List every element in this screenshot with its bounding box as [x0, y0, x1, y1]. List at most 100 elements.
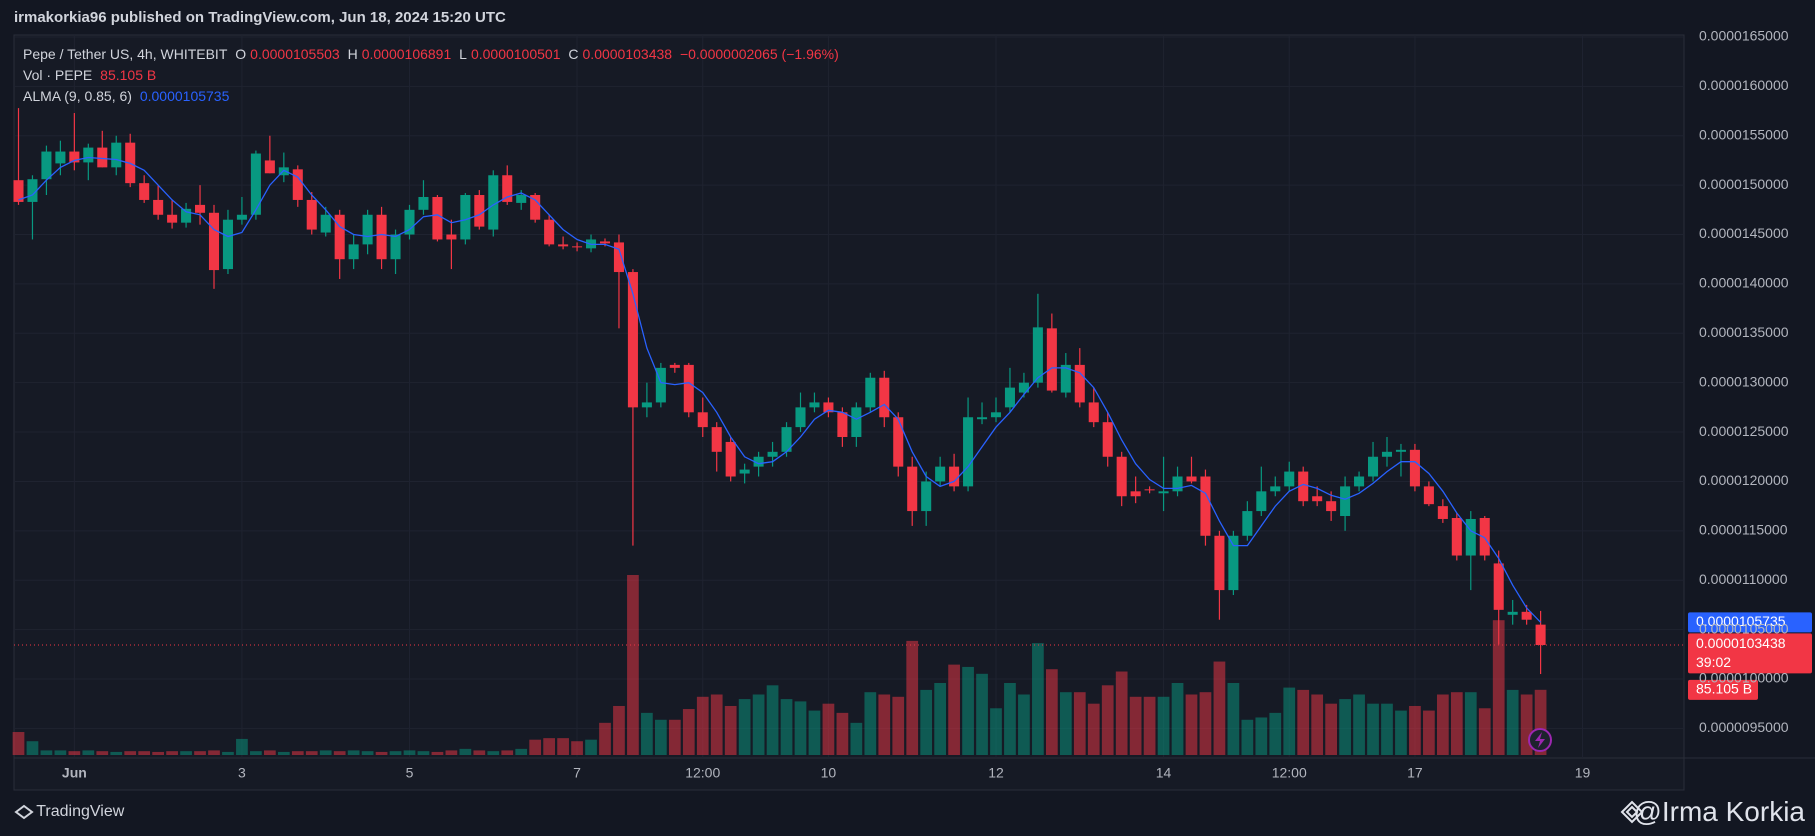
y-tick-label: 0.0000165000	[1699, 28, 1789, 44]
volume-bar	[766, 685, 779, 755]
candle-body	[390, 234, 401, 260]
volume-bar	[1381, 703, 1393, 755]
volume-bar	[1199, 692, 1212, 755]
volume-bar	[1311, 694, 1324, 755]
candle-body	[1088, 402, 1099, 423]
candle-body	[1144, 489, 1155, 491]
volume-bar	[96, 751, 109, 755]
candle-body	[1437, 506, 1448, 519]
volume-bar	[557, 738, 569, 755]
volume-bar	[571, 741, 583, 755]
volume-bar	[82, 750, 95, 755]
volume-bar	[934, 683, 947, 755]
volume-bar	[515, 748, 528, 755]
indicator-value: 0.0000105735	[139, 88, 230, 104]
candle-body	[488, 175, 499, 230]
candle-body	[278, 167, 289, 176]
volume-bar	[1073, 692, 1086, 755]
volume-bar	[375, 751, 388, 755]
volume-bar	[1297, 689, 1310, 755]
candle-body	[1270, 486, 1281, 492]
candle-body	[1395, 449, 1406, 452]
candle-body	[250, 153, 261, 215]
candle-body	[1493, 563, 1504, 610]
volume-bar	[529, 739, 542, 755]
candle-body	[1507, 611, 1518, 615]
candle-body	[432, 196, 443, 240]
candle-body	[795, 407, 806, 428]
candle-body	[963, 417, 974, 487]
volume-bar	[431, 751, 444, 755]
volume-bar	[682, 709, 695, 755]
volume-bar	[613, 705, 625, 755]
candle-body	[1158, 491, 1169, 494]
volume-bar	[543, 738, 556, 755]
candle-body	[27, 179, 38, 202]
candle-body	[907, 466, 918, 512]
volume-bar	[194, 751, 206, 755]
volume-bar	[1227, 683, 1240, 755]
volume-bar	[166, 751, 178, 755]
candle-body	[1479, 517, 1490, 556]
legend-row: ALMA (9, 0.85, 6) 0.0000105735	[23, 86, 843, 107]
volume-bar	[1129, 696, 1142, 755]
ohlc-value: 0.0000103438	[582, 46, 673, 62]
candle-body	[502, 175, 513, 202]
volume-bar	[1101, 685, 1114, 755]
volume-bar	[1059, 692, 1072, 755]
x-tick-label: 7	[573, 765, 581, 781]
volume-bar	[1464, 692, 1477, 755]
y-tick-label: 0.0000095000	[1699, 719, 1789, 735]
volume-bar	[1409, 705, 1421, 755]
candle-body	[1046, 328, 1057, 391]
candle-body	[181, 208, 192, 223]
volume-bar	[738, 699, 751, 755]
y-tick-label: 0.0000115000	[1699, 522, 1788, 538]
volume-bar	[585, 739, 597, 755]
volume-bar	[1492, 620, 1505, 755]
ohlc-value: 0.0000100501	[470, 46, 561, 62]
volume-bar	[864, 692, 877, 755]
volume-bar	[54, 750, 67, 755]
volume-bar	[668, 719, 681, 755]
candle-body	[655, 367, 666, 403]
legend: Pepe / Tether US, 4h, WHITEBIT O 0.000010…	[23, 44, 843, 107]
volume-bar	[1087, 703, 1100, 755]
volume-bar	[487, 751, 500, 755]
candle-body	[83, 147, 94, 163]
candle-body	[139, 183, 150, 200]
candle-body	[446, 234, 457, 240]
candle-body	[683, 364, 694, 413]
watermark: @Irma Korkia	[1633, 796, 1805, 827]
candle-body	[320, 214, 331, 233]
candle-body	[1214, 535, 1225, 591]
volume-bar	[1478, 708, 1491, 755]
volume-bar	[892, 696, 905, 755]
volume-bar	[417, 751, 430, 755]
volume-bar	[110, 751, 123, 755]
candle-body	[1298, 471, 1309, 502]
volume-bar	[641, 712, 653, 755]
indicator-label: ALMA (9, 0.85, 6)	[23, 88, 132, 104]
candle-body	[599, 241, 611, 244]
volume-bar	[1436, 694, 1449, 755]
ohlc-key: L	[459, 46, 467, 62]
candle-body	[767, 451, 778, 457]
candle-body	[222, 219, 233, 270]
candle-body	[851, 407, 862, 437]
candle-body	[1284, 471, 1295, 487]
candle-body	[1060, 364, 1071, 393]
candle-body	[544, 219, 555, 245]
volume-bar	[263, 750, 276, 755]
candle-body	[893, 417, 904, 467]
volume-bar	[654, 719, 667, 755]
candle-body	[153, 199, 164, 215]
candles	[13, 108, 1546, 675]
volume-bar	[1143, 696, 1156, 755]
x-tick-label: 3	[238, 765, 246, 781]
volume-bar	[1115, 671, 1128, 755]
volume-bar	[152, 751, 165, 755]
candle-body	[13, 180, 24, 202]
candle-body	[739, 469, 750, 474]
volume-bar	[277, 751, 290, 755]
